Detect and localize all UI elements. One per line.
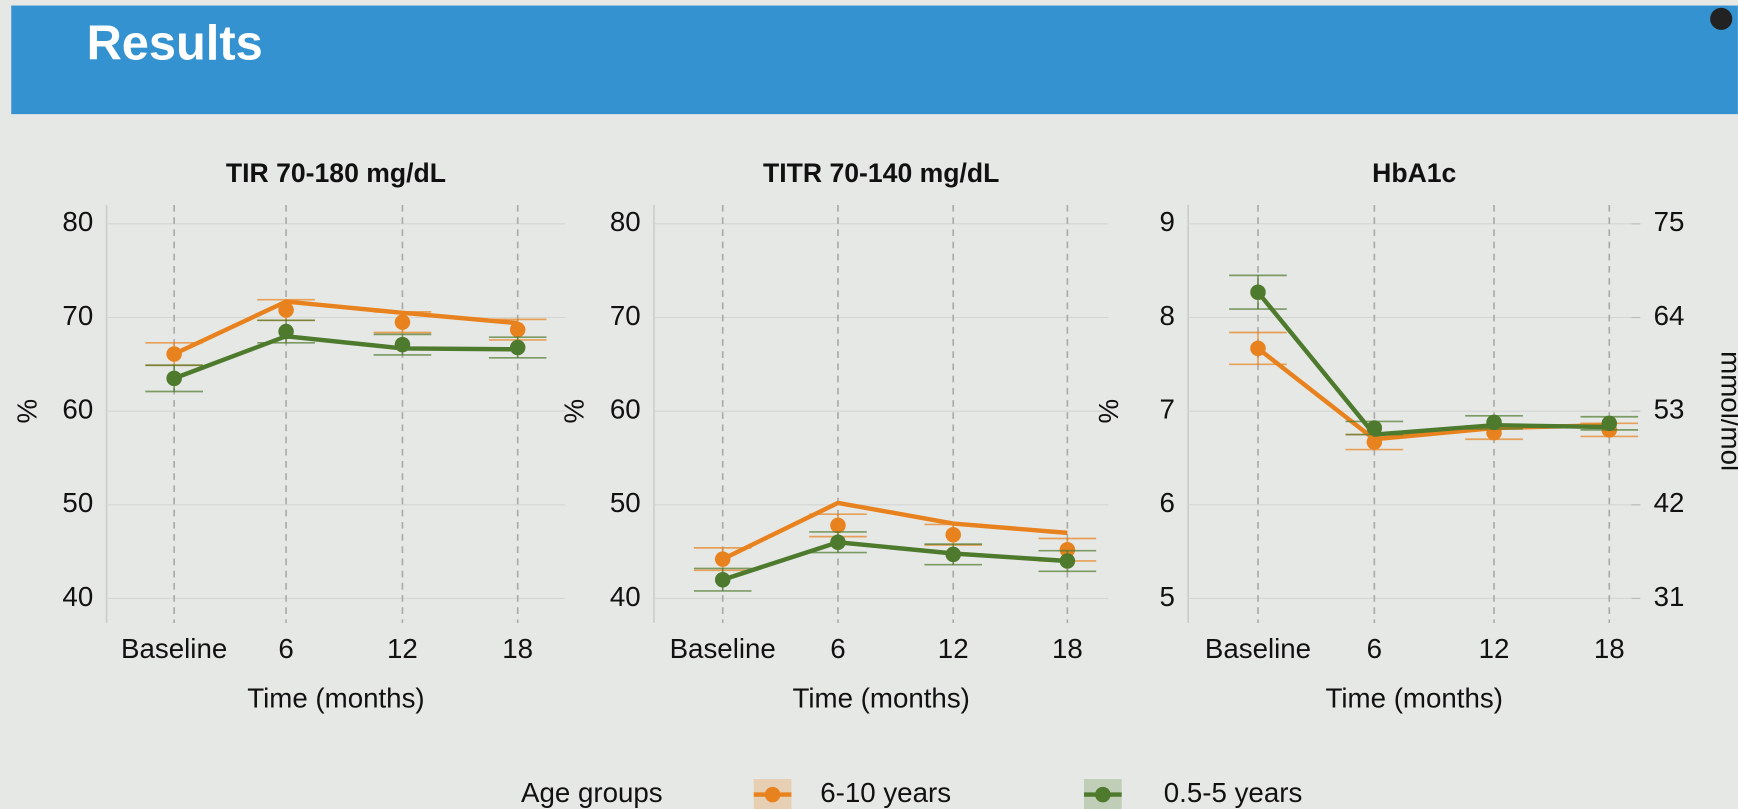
fit-line [173, 333, 518, 381]
legend-label: 6-10 years [820, 777, 951, 808]
point [394, 314, 411, 330]
y-axis-label: % [11, 399, 42, 424]
fit-line [1256, 290, 1610, 437]
point [1059, 553, 1076, 569]
point [278, 323, 294, 340]
y-tick-label: 50 [610, 487, 641, 518]
y2-axis-label: mmol/mol [1716, 351, 1738, 471]
x-tick-label: 12 [1479, 633, 1510, 664]
point [509, 321, 526, 338]
point [1601, 415, 1618, 432]
point [830, 517, 846, 534]
point [1486, 414, 1502, 431]
y-tick-label: 40 [62, 581, 93, 612]
y-tick-label: 80 [62, 206, 93, 237]
y-tick-label: 60 [62, 393, 93, 424]
point [1059, 541, 1076, 558]
y-tick-label: 6 [1159, 487, 1174, 518]
chart-title: TIR 70-180 mg/dL [226, 158, 446, 188]
y-tick-label: 9 [1159, 206, 1174, 237]
fit-line [722, 540, 1068, 582]
legend-label: 0.5-5 years [1164, 777, 1303, 808]
point [394, 336, 411, 353]
x-tick-label: 12 [938, 633, 969, 664]
legend-key-dot [1095, 786, 1111, 803]
x-tick-label: 18 [502, 633, 533, 664]
x-tick-label: Baseline [670, 633, 776, 664]
y-tick-label: 70 [62, 300, 93, 331]
point [830, 534, 846, 551]
point [714, 571, 731, 588]
y-tick-label: 50 [62, 487, 93, 518]
y-tick-label: 60 [610, 393, 641, 424]
point [945, 527, 961, 543]
y-tick-label: 70 [610, 300, 641, 331]
x-tick-label: 18 [1052, 633, 1083, 664]
point [1366, 420, 1383, 436]
x-axis-label: Time (months) [247, 683, 424, 714]
slide-title: Results [87, 16, 263, 70]
x-tick-label: 12 [387, 633, 418, 664]
legend-title: Age groups [521, 777, 663, 808]
y2-tick-label: 31 [1654, 581, 1685, 612]
y-tick-label: 40 [610, 581, 641, 612]
y-tick-label: 7 [1159, 393, 1174, 424]
chart-title: HbA1c [1372, 158, 1456, 188]
point [278, 302, 294, 318]
point [1366, 434, 1383, 450]
chart-title: TITR 70-140 mg/dL [763, 158, 999, 188]
x-tick-label: Baseline [121, 633, 227, 664]
y-axis-label: % [559, 399, 590, 424]
x-axis-label: Time (months) [1326, 683, 1503, 714]
point [714, 551, 731, 567]
y-tick-label: 8 [1159, 300, 1174, 331]
x-tick-label: 18 [1594, 633, 1625, 664]
x-axis-label: Time (months) [792, 683, 969, 714]
y-axis-label: % [1093, 399, 1124, 424]
y-tick-label: 80 [610, 206, 641, 237]
header-band [11, 5, 1738, 115]
x-tick-label: Baseline [1205, 633, 1311, 664]
y2-tick-label: 42 [1654, 487, 1685, 518]
point [945, 546, 961, 563]
point [1250, 340, 1266, 357]
point [509, 339, 526, 356]
fit-line [721, 500, 1068, 562]
y2-tick-label: 53 [1654, 393, 1685, 424]
y2-tick-label: 64 [1654, 300, 1685, 331]
legend-key-dot [764, 786, 781, 803]
fit-line [173, 299, 518, 357]
point [166, 346, 182, 362]
point [1250, 284, 1266, 300]
y2-tick-label: 75 [1654, 206, 1685, 237]
x-tick-label: 6 [1367, 633, 1382, 664]
y-tick-label: 5 [1159, 581, 1174, 612]
x-tick-label: 6 [278, 633, 293, 664]
point [166, 370, 182, 387]
share-icon[interactable] [1710, 7, 1733, 30]
x-tick-label: 6 [830, 633, 845, 664]
